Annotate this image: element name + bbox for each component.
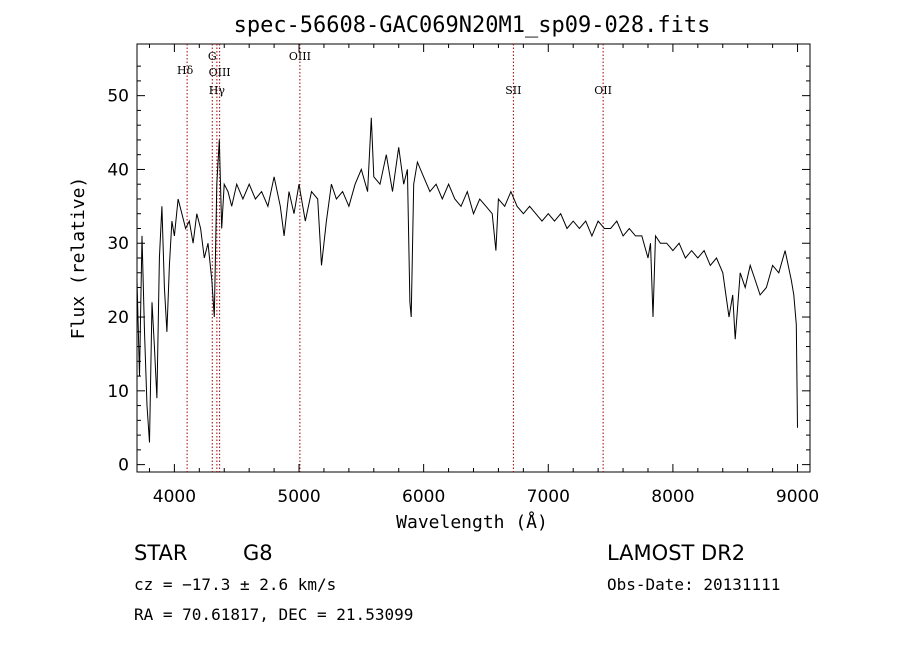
spectrum-line (136, 117, 798, 443)
redshift-text: cz = −17.3 ± 2.6 km/s (134, 575, 336, 594)
y-tick-label: 0 (118, 456, 129, 476)
x-tick-label: 8000 (651, 487, 694, 507)
axis-ticks: 4000 5000 6000 7000 8000 9000 0 10 20 30 40 50 (107, 44, 819, 507)
spectral-line-label: OIII (209, 66, 231, 79)
spectral-line-label: G (208, 50, 217, 63)
y-tick-label: 10 (107, 382, 129, 402)
plot-frame (136, 43, 811, 473)
spectral-line-label: OII (594, 84, 612, 97)
chart-title: spec-56608-GAC069N20M1_sp09-028.fits (234, 13, 711, 38)
y-axis-label: Flux (relative) (68, 177, 89, 340)
subclass: G8 (243, 541, 273, 565)
spectral-line-markers: Hδ G OIII Hγ OIII SII OII (177, 44, 612, 472)
spectral-line-label: SII (505, 84, 521, 97)
spectral-line-label: OIII (289, 50, 311, 63)
object-type: STAR (134, 541, 187, 565)
x-tick-label: 5000 (277, 487, 320, 507)
x-tick-label: 9000 (776, 487, 819, 507)
x-tick-label: 7000 (527, 487, 570, 507)
y-tick-label: 50 (107, 87, 129, 107)
x-tick-label: 4000 (153, 487, 196, 507)
x-axis-label: Wavelength (Å) (396, 511, 548, 533)
obs-date-text: Obs-Date: 20131111 (607, 575, 780, 594)
y-tick-label: 20 (107, 308, 129, 328)
spectrum-series (136, 117, 798, 443)
coords-text: RA = 70.61817, DEC = 21.53099 (134, 605, 413, 624)
y-tick-label: 30 (107, 234, 129, 254)
spectral-line-label: Hγ (209, 84, 226, 97)
survey-name: LAMOST DR2 (607, 541, 745, 565)
x-tick-label: 6000 (402, 487, 445, 507)
spectral-line-label: Hδ (177, 64, 194, 77)
y-tick-label: 40 (107, 160, 129, 180)
